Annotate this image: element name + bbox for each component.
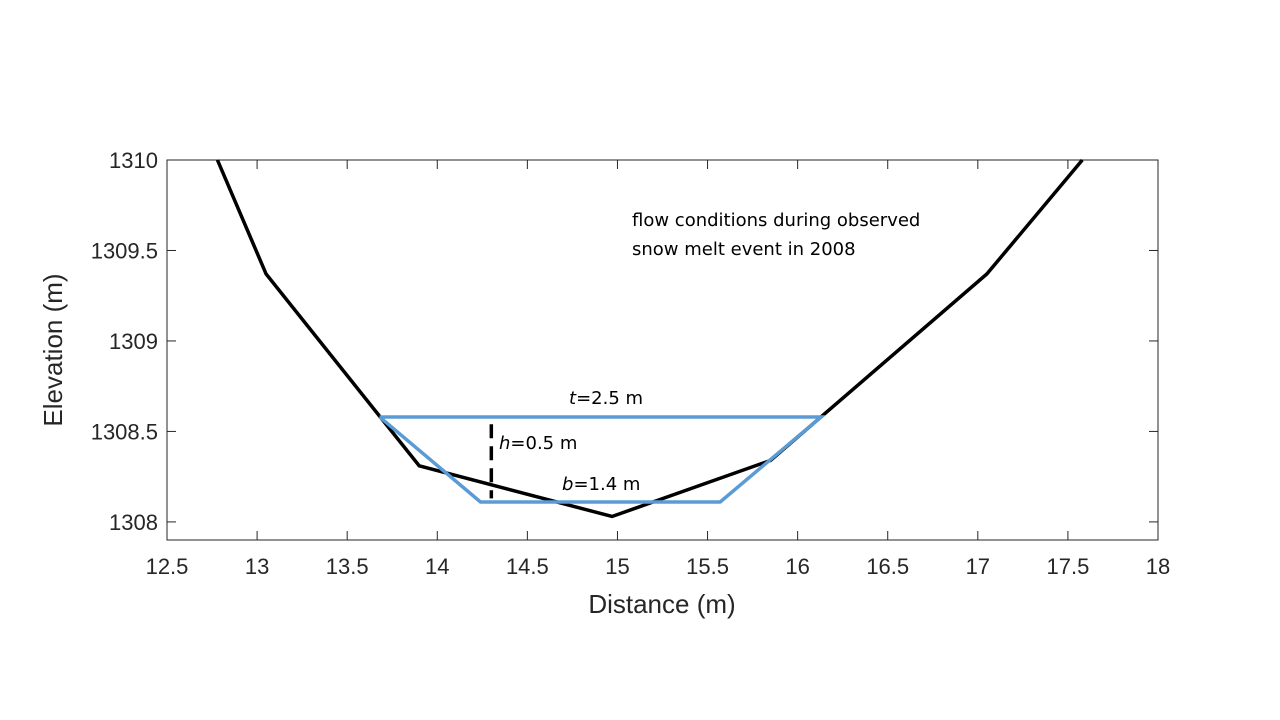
plot-area: [166, 159, 1159, 541]
bottom-width-label: b=1.4 m: [562, 474, 640, 495]
annotation-note-line-2: snow melt event in 2008: [632, 239, 856, 260]
y-tick-label: 1310: [109, 148, 158, 173]
y-axis-title: Elevation (m): [38, 273, 68, 426]
x-tick-label: 14: [425, 554, 449, 579]
x-tick-label: 17: [966, 554, 990, 579]
x-tick-label: 14.5: [506, 554, 549, 579]
ticks-layer: 12.5 13 13.5 14 14.5 15 15.5 16 16.5 17 17.5 18 1308…: [91, 148, 1171, 579]
y-tick-label: 1308.5: [91, 419, 158, 444]
x-tick-label: 13: [245, 554, 269, 579]
y-tick-label: 1309: [109, 329, 158, 354]
channel-profile-line: [215, 158, 1084, 519]
x-tick-label: 18: [1146, 554, 1170, 579]
series-layer: [215, 158, 1084, 519]
flow-trapezoid-line: [378, 415, 826, 504]
x-axis-title: Distance (m): [588, 589, 735, 619]
annotation-note-line-1: flow conditions during observed: [632, 210, 920, 231]
x-tick-label: 16.5: [866, 554, 909, 579]
x-tick-label: 13.5: [326, 554, 369, 579]
x-tick-label: 16: [785, 554, 809, 579]
top-width-label: t=2.5 m: [569, 388, 643, 409]
x-tick-label: 17.5: [1046, 554, 1089, 579]
depth-label: h=0.5 m: [499, 433, 577, 454]
labels-layer: Distance (m) Elevation (m) flow conditio…: [38, 210, 920, 619]
x-tick-label: 12.5: [146, 554, 189, 579]
x-tick-label: 15.5: [686, 554, 729, 579]
y-tick-label: 1308: [109, 510, 158, 535]
x-tick-label: 15: [605, 554, 629, 579]
y-tick-label: 1309.5: [91, 238, 158, 263]
